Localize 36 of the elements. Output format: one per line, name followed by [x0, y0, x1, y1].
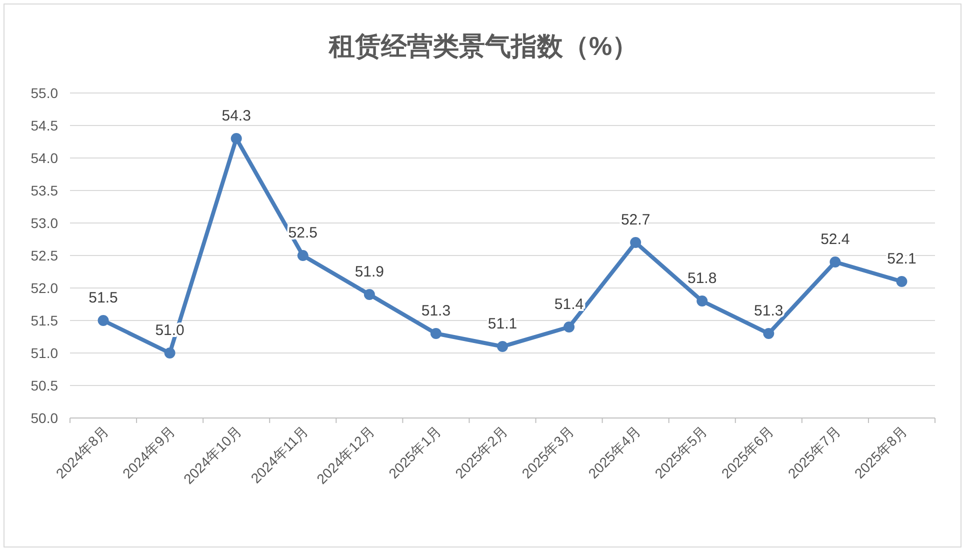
y-tick-label: 54.5: [30, 118, 58, 134]
y-tick-label: 55.0: [30, 85, 58, 101]
point: [564, 322, 575, 332]
data-label: 51.5: [88, 290, 118, 306]
y-tick-label: 51.5: [30, 312, 58, 328]
data-label: 51.8: [688, 270, 717, 287]
data-label: 54.3: [222, 108, 251, 124]
data-label: 52.4: [820, 231, 850, 248]
y-tick-label: 51.0: [30, 345, 58, 361]
point: [497, 341, 508, 352]
point: [230, 133, 242, 144]
point: [830, 256, 841, 268]
point: [164, 348, 176, 358]
data-label: 51.3: [754, 302, 784, 320]
point: [430, 328, 442, 339]
y-tick-label: 53.0: [30, 215, 58, 231]
y-tick-label: 50.0: [30, 410, 58, 426]
y-tick-label: 52.5: [30, 248, 58, 264]
data-label: 51.3: [421, 302, 451, 320]
data-label: 52.1: [887, 250, 916, 268]
point: [696, 296, 708, 306]
y-tick-label: 53.5: [30, 182, 58, 198]
point: [364, 289, 375, 300]
chart-title: 租赁经营类景气指数（%）: [328, 31, 638, 61]
data-label: 51.9: [354, 264, 384, 280]
y-tick-label: 50.5: [30, 378, 58, 394]
y-tick-label: 52.0: [30, 280, 58, 296]
point: [98, 315, 109, 326]
data-label: 52.7: [620, 212, 650, 228]
y-tick-label: 54.0: [30, 150, 58, 166]
point: [297, 250, 308, 261]
point: [630, 237, 642, 248]
point: [763, 328, 774, 339]
point: [896, 276, 908, 287]
data-label: 51.1: [488, 316, 518, 332]
data-label: 51.4: [554, 296, 584, 313]
